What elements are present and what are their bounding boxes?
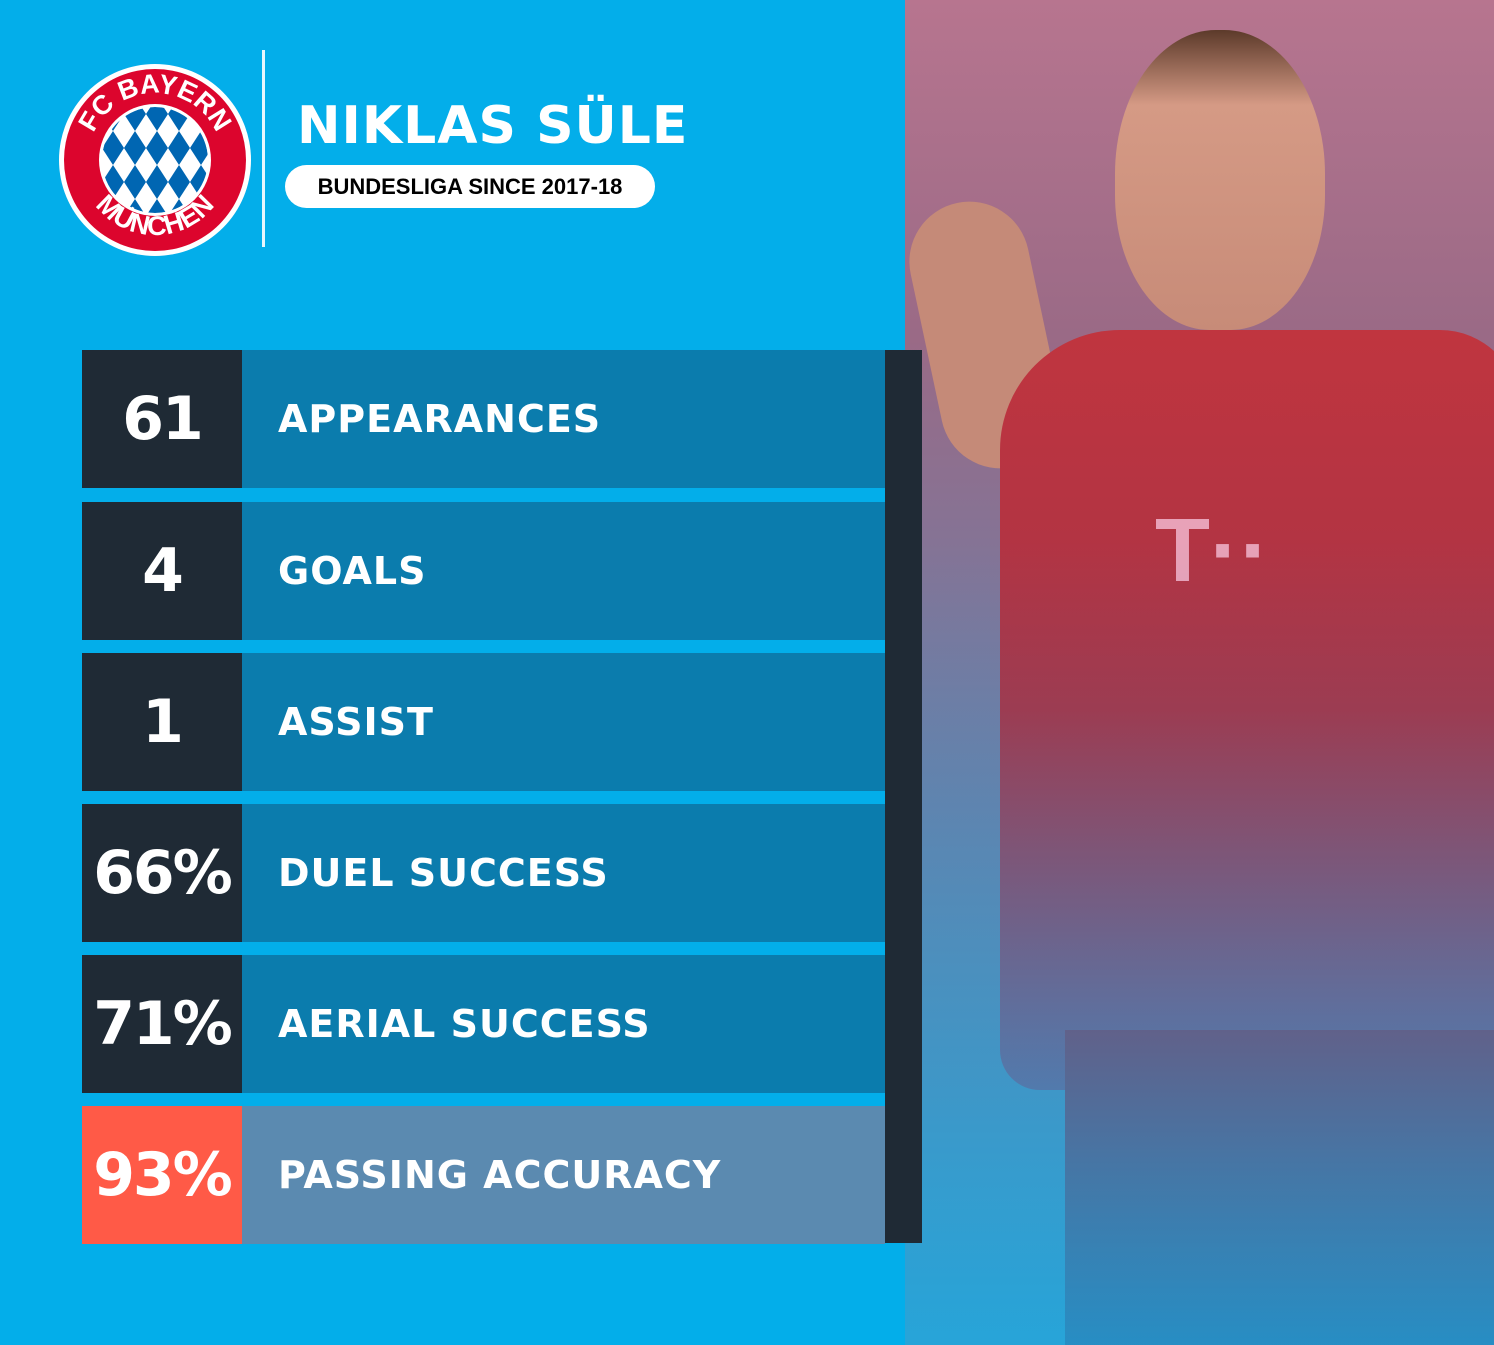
- stat-row-assist: 1 ASSIST: [82, 653, 885, 791]
- player-shorts: [1065, 1030, 1494, 1345]
- stat-row-passing-accuracy: 93% PASSING ACCURACY: [82, 1106, 885, 1244]
- sponsor-logo-icon: T··: [1155, 500, 1270, 603]
- photo-tint: [905, 0, 1494, 1345]
- stat-label: ASSIST: [242, 653, 885, 791]
- stat-row-duel-success: 66% DUEL SUCCESS: [82, 804, 885, 942]
- stat-value: 71%: [82, 955, 242, 1093]
- stat-label: GOALS: [242, 502, 885, 640]
- player-head: [1115, 30, 1325, 330]
- stat-label: DUEL SUCCESS: [242, 804, 885, 942]
- header-divider: [262, 50, 265, 247]
- stat-row-aerial-success: 71% AERIAL SUCCESS: [82, 955, 885, 1093]
- stat-label: APPEARANCES: [242, 350, 885, 488]
- stat-value: 1: [82, 653, 242, 791]
- stat-label: PASSING ACCURACY: [242, 1106, 885, 1244]
- player-name: NIKLAS SÜLE: [297, 96, 689, 156]
- stat-row-goals: 4 GOALS: [82, 502, 885, 640]
- player-photo: T··: [905, 0, 1494, 1345]
- stat-value: 61: [82, 350, 242, 488]
- stats-side-bar: [885, 350, 922, 1243]
- stat-value: 93%: [82, 1106, 242, 1244]
- club-logo: FC BAYERN MÜNCHEN: [59, 64, 251, 256]
- player-jersey: [1000, 330, 1494, 1090]
- stat-row-appearances: 61 APPEARANCES: [82, 350, 885, 488]
- stat-value: 66%: [82, 804, 242, 942]
- league-badge: BUNDESLIGA SINCE 2017-18: [285, 165, 655, 208]
- stat-value: 4: [82, 502, 242, 640]
- stat-label: AERIAL SUCCESS: [242, 955, 885, 1093]
